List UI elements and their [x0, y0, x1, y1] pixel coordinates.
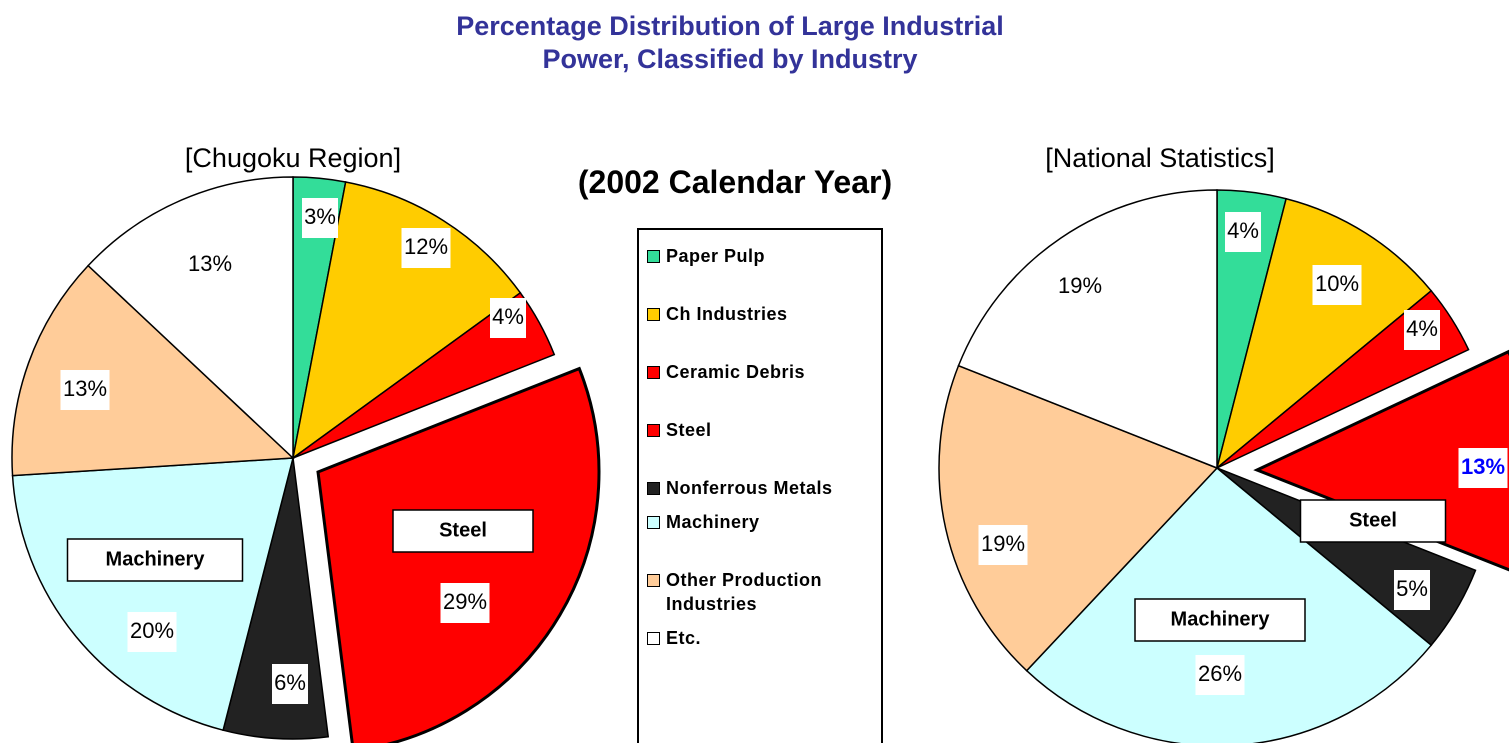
legend-swatch [647, 308, 660, 321]
legend-label: Steel [666, 420, 712, 440]
value-label-box [440, 583, 490, 623]
annotation-box [1134, 598, 1306, 642]
value-label: 4% [1227, 218, 1259, 243]
value-label: 13% [1461, 454, 1505, 479]
value-label: 20% [130, 618, 174, 643]
value-label-box [272, 664, 308, 704]
value-label: 13% [188, 251, 232, 276]
value-label: 29% [443, 589, 487, 614]
value-label-box [1394, 570, 1430, 610]
legend-item: Nonferrous Metals [647, 476, 881, 500]
value-label: 4% [1406, 316, 1438, 341]
pie-slice [938, 364, 1219, 672]
pie-slice [87, 176, 294, 460]
value-label-box [302, 198, 338, 238]
value-label: 19% [981, 531, 1025, 556]
value-label: 5% [1396, 576, 1428, 601]
legend-item: Etc. [647, 626, 881, 650]
legend-item: Ch Industries [647, 302, 881, 326]
pie-slice [957, 189, 1218, 470]
legend-swatch [647, 516, 660, 529]
legend-swatch [647, 424, 660, 437]
value-label-box [978, 525, 1028, 565]
value-label-box [127, 612, 177, 652]
annotation: Steel [439, 519, 487, 541]
value-label-box [490, 298, 526, 338]
value-label-box [60, 370, 110, 410]
legend-item: Other Production Industries [647, 568, 881, 616]
annotation: Steel [1349, 509, 1397, 531]
legend-label: Ch Industries [666, 304, 788, 324]
annotation-box [392, 509, 534, 553]
pie-slice [11, 264, 295, 477]
legend-label: Ceramic Debris [666, 362, 806, 382]
value-label-box [1404, 310, 1440, 350]
value-label-box [1195, 655, 1245, 695]
legend-item: Steel [647, 418, 881, 442]
legend-label: Etc. [666, 628, 702, 648]
value-label: 6% [274, 670, 306, 695]
legend: Paper Pulp Ch Industries Ceramic Debris Ste… [637, 228, 883, 743]
value-label: 10% [1315, 271, 1359, 296]
chart-subtitle: (2002 Calendar Year) [577, 164, 893, 200]
annotation: Machinery [106, 548, 206, 570]
value-label-box [1458, 448, 1508, 488]
value-label-box [1055, 267, 1105, 307]
value-label: 26% [1198, 661, 1242, 686]
pie-slice [291, 181, 522, 460]
value-label: 12% [404, 234, 448, 259]
pie-slice [1215, 197, 1433, 471]
value-label-box [1225, 212, 1261, 252]
value-label: 3% [304, 204, 336, 229]
value-label-box [185, 245, 235, 285]
annotation-box [1299, 499, 1447, 543]
pie-title: [Chugoku Region] [185, 143, 401, 173]
legend-item: Machinery [647, 510, 881, 534]
legend-swatch [647, 482, 660, 495]
legend-label: Nonferrous Metals [666, 478, 833, 498]
annotation-box [66, 538, 244, 582]
value-label-box [401, 228, 451, 268]
legend-item: Paper Pulp [647, 244, 881, 268]
legend-label: Machinery [666, 512, 760, 532]
legend-swatch [647, 632, 660, 645]
legend-label: Other Production Industries [666, 570, 822, 614]
legend-label: Paper Pulp [666, 246, 766, 266]
legend-swatch [647, 250, 660, 263]
legend-item: Ceramic Debris [647, 360, 881, 384]
value-label: 19% [1058, 273, 1102, 298]
legend-swatch [647, 574, 660, 587]
annotation: Machinery [1171, 608, 1271, 630]
value-label: 4% [492, 304, 524, 329]
value-label: 13% [63, 376, 107, 401]
pie-slice [292, 291, 556, 459]
pie-slice [316, 366, 601, 743]
pie-slice [11, 457, 294, 732]
legend-swatch [647, 366, 660, 379]
value-label-box [1312, 265, 1362, 305]
pie-title: [National Statistics] [1045, 143, 1275, 173]
chart-title: Percentage Distribution of Large Industr… [456, 11, 1004, 74]
